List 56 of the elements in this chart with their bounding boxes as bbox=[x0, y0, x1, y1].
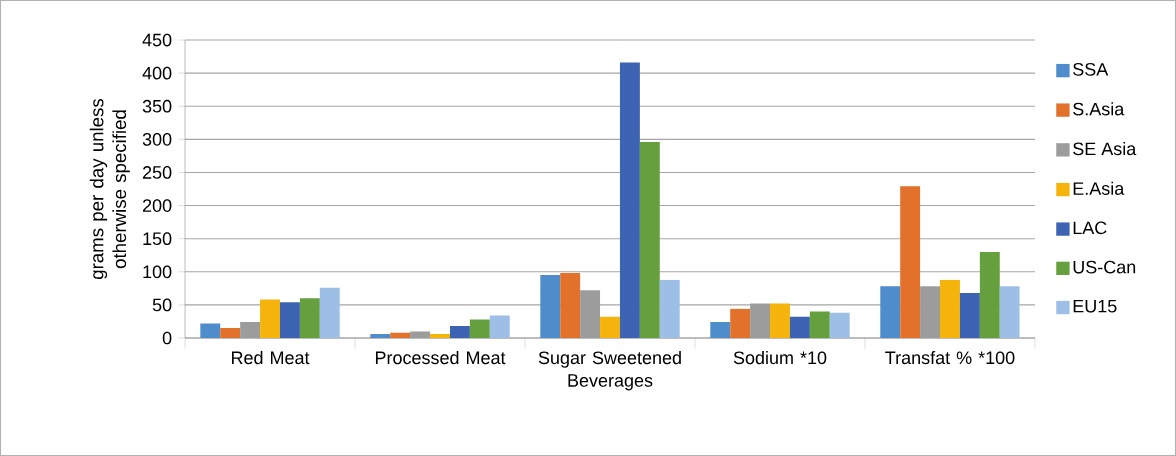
legend-label: SE Asia bbox=[1073, 141, 1137, 156]
legend-label: US-Can bbox=[1073, 260, 1136, 274]
bar bbox=[299, 298, 320, 338]
x-tick-label: Red Meat bbox=[232, 350, 310, 365]
bar bbox=[659, 279, 680, 338]
bar bbox=[279, 302, 300, 338]
bar bbox=[240, 322, 261, 338]
bar bbox=[560, 273, 581, 338]
bar bbox=[619, 62, 640, 338]
legend-label: LAC bbox=[1073, 221, 1107, 235]
bar bbox=[430, 334, 450, 338]
y-tick-label: 300 bbox=[142, 132, 172, 146]
y-tick-label: 100 bbox=[143, 265, 172, 279]
y-axis-title: grams per day unless otherwise specified bbox=[89, 98, 130, 279]
bar bbox=[920, 286, 941, 338]
bar bbox=[979, 251, 1000, 338]
legend-label: S.Asia bbox=[1073, 102, 1125, 116]
bar bbox=[540, 275, 561, 338]
bar bbox=[639, 141, 660, 338]
y-tick-label: 450 bbox=[142, 33, 172, 47]
y-tick-label: 50 bbox=[152, 298, 172, 312]
legend-label: E.Asia bbox=[1073, 181, 1125, 195]
bar bbox=[489, 315, 510, 338]
x-tick-label: Processed Meat bbox=[375, 350, 506, 365]
bar bbox=[809, 311, 830, 338]
bar bbox=[600, 316, 620, 338]
y-tick-label: 350 bbox=[142, 99, 172, 113]
x-tick-label: Sodium *10 bbox=[733, 350, 827, 365]
bar bbox=[770, 303, 790, 338]
y-tick-label: 0 bbox=[162, 331, 172, 345]
bar bbox=[319, 287, 340, 338]
bar bbox=[200, 323, 221, 338]
bar bbox=[900, 186, 921, 338]
bar bbox=[449, 326, 470, 338]
bar bbox=[410, 331, 431, 338]
bar bbox=[730, 308, 751, 338]
bar bbox=[710, 322, 731, 338]
legend-label: EU15 bbox=[1073, 299, 1117, 313]
bar bbox=[469, 319, 490, 338]
bar bbox=[260, 299, 280, 338]
bar bbox=[880, 286, 901, 338]
legend-label: SSA bbox=[1073, 62, 1109, 76]
bar bbox=[370, 334, 391, 338]
bar bbox=[789, 316, 810, 338]
y-tick-label: 400 bbox=[142, 66, 172, 80]
y-tick-label: 150 bbox=[143, 232, 172, 246]
bar bbox=[220, 328, 241, 338]
y-tick-label: 200 bbox=[142, 199, 172, 212]
bar bbox=[999, 286, 1020, 338]
x-tick-label: Sugar Sweetened Beverages bbox=[538, 350, 681, 391]
x-tick-label: Transfat % *100 bbox=[885, 350, 1015, 365]
bar bbox=[940, 279, 960, 338]
bar bbox=[829, 312, 850, 338]
y-tick-label: 250 bbox=[142, 166, 172, 179]
bar bbox=[959, 292, 980, 338]
bar bbox=[390, 332, 411, 338]
